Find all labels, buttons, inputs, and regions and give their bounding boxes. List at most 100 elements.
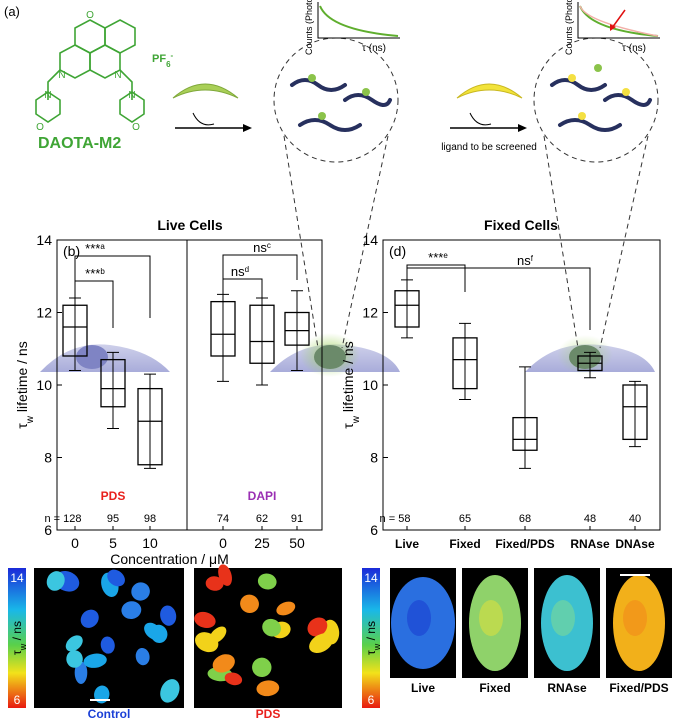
panel-label: (d) bbox=[389, 243, 406, 259]
significance-sup: b bbox=[100, 267, 105, 276]
y-tick-label: 6 bbox=[370, 522, 378, 538]
colorbar bbox=[362, 568, 380, 708]
box bbox=[622, 384, 648, 441]
nucleus bbox=[252, 657, 272, 678]
inset-y-label: Counts (Photons) bbox=[304, 0, 314, 55]
atom-label: O bbox=[132, 122, 140, 133]
colorbar-label: τw / ns bbox=[364, 621, 382, 655]
y-label-sub: w bbox=[25, 415, 36, 424]
significance-label: nsc bbox=[253, 240, 271, 255]
y-tick-label: 10 bbox=[36, 377, 52, 393]
n-label: 65 bbox=[459, 513, 471, 525]
y-axis-label: τw lifetime / ns bbox=[340, 341, 362, 428]
box bbox=[512, 416, 538, 451]
nucleus bbox=[205, 576, 224, 591]
significance-label: ***a bbox=[85, 241, 105, 256]
panel-label: (a) bbox=[4, 4, 20, 19]
inset-x-label: τ (ns) bbox=[362, 43, 386, 54]
box bbox=[210, 300, 236, 357]
nucleus-texture bbox=[623, 600, 647, 636]
nucleus bbox=[194, 611, 216, 629]
colorbar-label-rest: / ns bbox=[10, 621, 24, 644]
panel-label: (e) bbox=[396, 554, 412, 569]
significance-text: ns bbox=[517, 253, 531, 268]
image-label: Fixed/PDS bbox=[609, 681, 668, 695]
y-label-sub: w bbox=[351, 415, 362, 424]
colorbar-tick: 6 bbox=[14, 693, 21, 707]
box bbox=[62, 304, 88, 357]
nucleus-texture bbox=[551, 600, 575, 636]
significance-bracket bbox=[74, 255, 151, 318]
x-tick-label: DNAse bbox=[615, 537, 655, 551]
nucleus bbox=[131, 582, 150, 601]
y-tick-label: 10 bbox=[362, 377, 378, 393]
n-label: n = 128 bbox=[44, 513, 81, 525]
box bbox=[452, 337, 478, 390]
nucleus bbox=[262, 618, 281, 637]
nucleus bbox=[256, 680, 280, 697]
significance-text: *** bbox=[85, 241, 100, 256]
inset-y-label: Counts (Photons) bbox=[564, 0, 574, 55]
nucleus bbox=[209, 626, 227, 643]
significance-sup: e bbox=[443, 251, 448, 260]
colorbar-label-main: τ bbox=[10, 650, 24, 655]
significance-bracket bbox=[222, 278, 263, 300]
nucleus bbox=[135, 647, 150, 666]
x-tick-label: Fixed bbox=[449, 537, 480, 551]
nucleus bbox=[276, 601, 296, 616]
nucleus bbox=[46, 571, 65, 591]
y-tick-label: 12 bbox=[362, 305, 378, 321]
nucleus bbox=[121, 601, 142, 619]
image-label: Control bbox=[88, 707, 131, 719]
chart-title: Fixed Cells bbox=[484, 217, 558, 233]
nucleus bbox=[309, 633, 334, 654]
y-tick-label: 8 bbox=[370, 450, 378, 466]
atom-label: N bbox=[114, 70, 121, 81]
y-tick-label: 6 bbox=[44, 522, 52, 538]
nucleus bbox=[160, 605, 177, 626]
atom-label: N bbox=[44, 90, 51, 101]
significance-label: nsd bbox=[231, 264, 249, 279]
n-label: 98 bbox=[144, 513, 156, 525]
compound-name: DAOTA-M2 bbox=[38, 135, 121, 152]
nucleus bbox=[212, 654, 235, 673]
significance-bracket bbox=[406, 264, 466, 292]
atom-label: O bbox=[86, 10, 94, 21]
inset-x-label: τ (ns) bbox=[622, 43, 646, 54]
box bbox=[284, 311, 310, 346]
x-tick-label: 25 bbox=[254, 535, 270, 551]
group-label: PDS bbox=[101, 489, 126, 503]
box bbox=[249, 304, 275, 364]
significance-text: ns bbox=[231, 264, 245, 279]
significance-sup: c bbox=[267, 241, 271, 250]
x-axis-label: Concentration / μM bbox=[110, 551, 229, 567]
significance-label: nsf bbox=[517, 253, 534, 268]
colorbar-label-rest: / ns bbox=[364, 621, 378, 644]
y-tick-label: 12 bbox=[36, 305, 52, 321]
nucleus bbox=[307, 617, 328, 637]
box bbox=[100, 358, 126, 408]
panel-label: (c) bbox=[40, 554, 55, 569]
plot-frame bbox=[382, 239, 661, 531]
significance-text: *** bbox=[428, 250, 443, 265]
panel-label: (b) bbox=[63, 243, 80, 259]
nucleus-texture bbox=[407, 600, 431, 636]
nucleus bbox=[94, 685, 110, 704]
x-tick-label: 0 bbox=[71, 535, 79, 551]
n-label: 48 bbox=[584, 513, 596, 525]
image-label: Fixed bbox=[479, 681, 510, 695]
n-label: 68 bbox=[519, 513, 531, 525]
nucleus bbox=[83, 653, 107, 668]
colorbar bbox=[8, 568, 26, 708]
nucleus bbox=[65, 635, 83, 652]
nucleus bbox=[257, 573, 277, 590]
counter-ion-sub: 6 bbox=[166, 60, 171, 69]
x-tick-label: Fixed/PDS bbox=[495, 537, 554, 551]
nucleus bbox=[100, 636, 115, 654]
y-label-main: τ bbox=[340, 423, 356, 429]
significance-sup: f bbox=[531, 254, 534, 263]
n-label: 74 bbox=[217, 513, 229, 525]
nucleus bbox=[144, 622, 162, 640]
significance-text: ns bbox=[253, 240, 267, 255]
x-tick-label: 5 bbox=[109, 535, 117, 551]
